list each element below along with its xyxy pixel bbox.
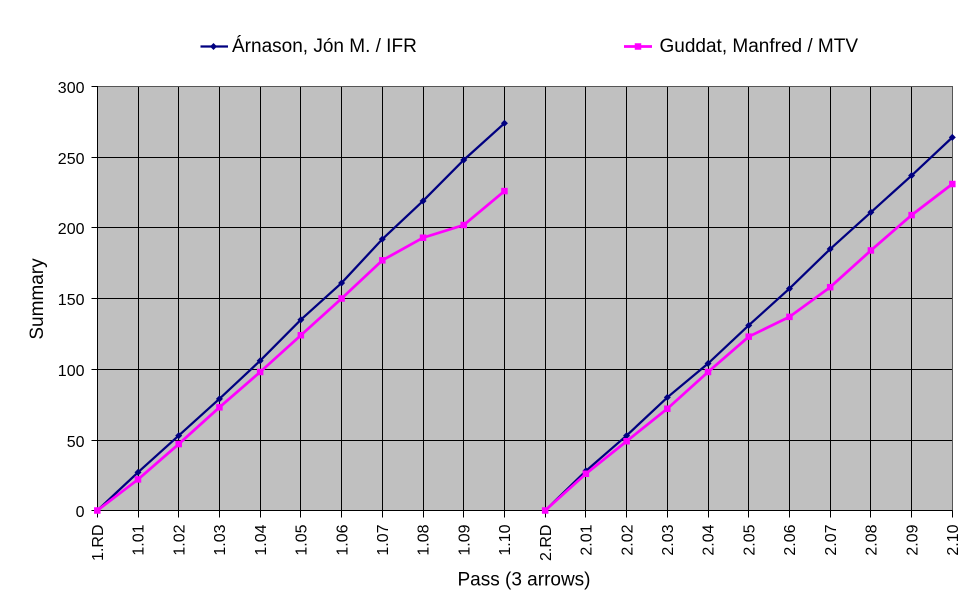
svg-text:2.09: 2.09	[904, 524, 921, 555]
svg-text:0: 0	[76, 504, 85, 521]
svg-text:2.06: 2.06	[782, 524, 799, 555]
svg-text:1.RD: 1.RD	[90, 525, 107, 561]
svg-text:2.05: 2.05	[741, 524, 758, 555]
svg-text:2.02: 2.02	[619, 524, 636, 555]
svg-text:200: 200	[58, 221, 85, 238]
svg-text:250: 250	[58, 151, 85, 168]
svg-text:2.03: 2.03	[660, 524, 677, 555]
svg-text:2.08: 2.08	[864, 524, 881, 555]
svg-text:1.08: 1.08	[416, 524, 433, 555]
svg-text:Pass (3 arrows): Pass (3 arrows)	[457, 570, 590, 591]
svg-text:100: 100	[58, 363, 85, 380]
svg-text:1.05: 1.05	[294, 524, 311, 555]
svg-text:2.RD: 2.RD	[538, 525, 555, 561]
svg-text:2.04: 2.04	[701, 524, 718, 555]
svg-text:2.01: 2.01	[579, 524, 596, 555]
svg-text:2.10: 2.10	[945, 524, 962, 555]
svg-text:1.07: 1.07	[375, 524, 392, 555]
svg-text:1.04: 1.04	[253, 524, 270, 555]
svg-text:1.03: 1.03	[212, 524, 229, 555]
svg-text:Guddat, Manfred / MTV: Guddat, Manfred / MTV	[660, 36, 859, 57]
svg-text:50: 50	[67, 434, 85, 451]
svg-text:1.09: 1.09	[456, 524, 473, 555]
svg-text:300: 300	[58, 80, 85, 97]
svg-text:1.01: 1.01	[131, 524, 148, 555]
svg-text:150: 150	[58, 292, 85, 309]
svg-text:1.10: 1.10	[497, 524, 514, 555]
svg-text:1.02: 1.02	[171, 524, 188, 555]
svg-text:Summary: Summary	[27, 258, 48, 340]
svg-text:1.06: 1.06	[334, 524, 351, 555]
svg-text:Árnason, Jón M. / IFR: Árnason, Jón M. / IFR	[232, 36, 417, 57]
svg-text:2.07: 2.07	[823, 524, 840, 555]
